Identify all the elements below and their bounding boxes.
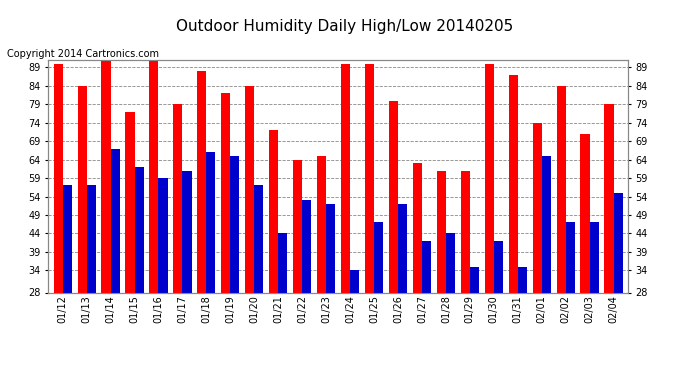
Bar: [293, 160, 302, 375]
Bar: [494, 241, 503, 375]
Bar: [422, 241, 431, 375]
Bar: [255, 186, 264, 375]
Bar: [398, 204, 407, 375]
Bar: [317, 156, 326, 375]
Bar: [245, 86, 255, 375]
Bar: [101, 60, 110, 375]
Bar: [135, 167, 144, 375]
Bar: [206, 152, 215, 375]
Bar: [173, 104, 182, 375]
Bar: [509, 75, 518, 375]
Bar: [77, 86, 87, 375]
Bar: [604, 104, 613, 375]
Bar: [126, 112, 135, 375]
Bar: [63, 186, 72, 375]
Bar: [110, 148, 119, 375]
Bar: [589, 222, 599, 375]
Bar: [221, 93, 230, 375]
Bar: [149, 60, 159, 375]
Bar: [437, 171, 446, 375]
Bar: [87, 186, 96, 375]
Bar: [533, 123, 542, 375]
Bar: [230, 156, 239, 375]
Bar: [350, 270, 359, 375]
Bar: [557, 86, 566, 375]
Bar: [446, 234, 455, 375]
Bar: [159, 178, 168, 375]
Bar: [197, 71, 206, 375]
Bar: [389, 100, 398, 375]
Bar: [484, 64, 494, 375]
Bar: [518, 267, 527, 375]
Bar: [542, 156, 551, 375]
Bar: [566, 222, 575, 375]
Text: Copyright 2014 Cartronics.com: Copyright 2014 Cartronics.com: [7, 49, 159, 59]
Bar: [580, 134, 589, 375]
Bar: [326, 204, 335, 375]
Bar: [182, 171, 192, 375]
Bar: [54, 64, 63, 375]
Bar: [461, 171, 470, 375]
Bar: [365, 64, 374, 375]
Bar: [278, 234, 287, 375]
Bar: [613, 193, 622, 375]
Bar: [470, 267, 479, 375]
Bar: [341, 64, 350, 375]
Bar: [269, 130, 278, 375]
Bar: [374, 222, 383, 375]
Text: Outdoor Humidity Daily High/Low 20140205: Outdoor Humidity Daily High/Low 20140205: [177, 19, 513, 34]
Bar: [302, 200, 311, 375]
Bar: [413, 164, 422, 375]
